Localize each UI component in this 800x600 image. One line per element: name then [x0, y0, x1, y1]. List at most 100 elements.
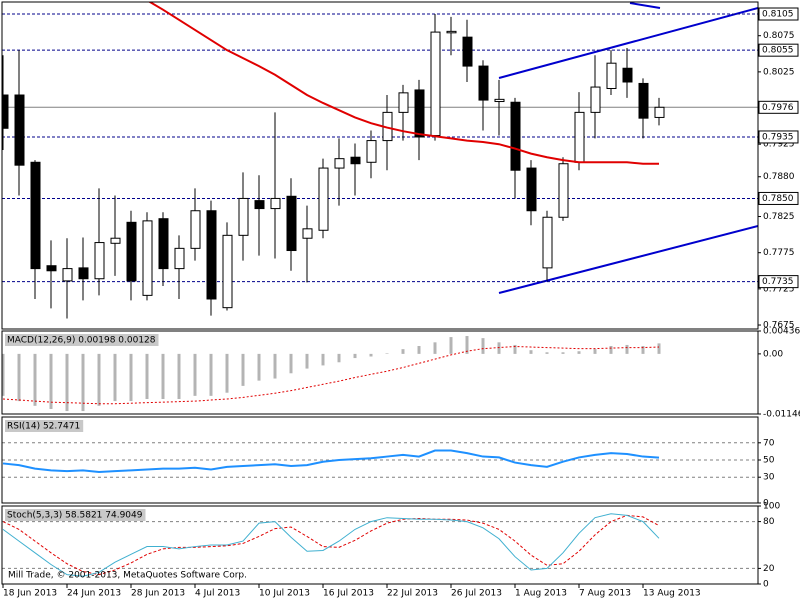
macd-bar	[49, 353, 53, 409]
macd-bar	[257, 353, 261, 381]
candle-body	[126, 221, 137, 282]
candle-body	[142, 220, 153, 296]
macd-bar	[353, 353, 357, 359]
candle-body	[462, 36, 473, 67]
macd-bar	[401, 349, 405, 354]
y-tick-label: 70	[763, 438, 775, 448]
panel-title-bg	[5, 334, 159, 346]
x-tick-label: 22 Jul 2013	[387, 589, 438, 599]
y-tick-label: 0.7925	[763, 140, 795, 150]
signal-line	[2, 514, 660, 576]
candle-body	[606, 62, 617, 90]
macd-bar	[449, 337, 453, 354]
macd-bar	[97, 353, 101, 406]
candle-body	[110, 237, 121, 244]
candle-body	[62, 268, 73, 282]
panel-title-bg	[5, 509, 146, 521]
macd-bar	[81, 353, 85, 412]
y-tick-label: 0	[763, 499, 769, 509]
macd-bar	[625, 344, 629, 354]
level-label-box	[758, 130, 799, 144]
trend-line	[498, 7, 758, 79]
y-tick-label: 0.7825	[763, 212, 795, 222]
macd-bar	[161, 353, 165, 399]
candle-body	[590, 86, 601, 113]
macd-bar	[609, 346, 613, 354]
candle-body	[14, 94, 25, 166]
macd-bar	[33, 353, 37, 406]
candle-body	[94, 242, 105, 280]
macd-bar	[481, 338, 485, 354]
trend-line	[629, 2, 661, 9]
y-tick-label: 0.7725	[763, 284, 795, 294]
macd-bar	[337, 353, 341, 363]
signal-line	[2, 346, 660, 405]
level-label-box	[758, 275, 799, 289]
candle-body	[2, 94, 9, 129]
panel-title: RSI(14) 52.7471	[7, 422, 80, 432]
macd-bar	[225, 353, 229, 393]
candle-body	[526, 167, 537, 212]
macd-bar	[193, 353, 197, 396]
panel	[1, 336, 661, 412]
x-tick-label: 28 Jun 2013	[131, 589, 185, 599]
panel-title-bg	[5, 420, 84, 432]
y-tick-label: 0.00436	[763, 327, 800, 337]
y-tick-label: 80	[763, 517, 775, 527]
y-tick-label: -0.01146	[763, 410, 800, 420]
panel	[2, 2, 758, 319]
y-tick-label: 20	[763, 564, 775, 574]
candle-body	[222, 234, 233, 309]
candle-body	[542, 216, 553, 269]
level-label-box	[758, 191, 799, 205]
y-tick-label: 0.7880	[763, 172, 795, 182]
macd-bar	[385, 353, 389, 354]
indicator-line	[2, 449, 660, 474]
candle-body	[638, 82, 649, 119]
candle-body	[510, 101, 521, 171]
candle-body	[238, 197, 249, 236]
macd-bar	[433, 342, 437, 354]
macd-bar	[529, 350, 533, 354]
macd-bar	[513, 344, 517, 354]
macd-bar	[145, 353, 149, 399]
level-label: 0.8055	[762, 46, 794, 56]
candle-body	[158, 218, 169, 270]
macd-bar	[657, 343, 661, 354]
level-label-box	[758, 43, 799, 57]
macd-bar	[321, 353, 325, 366]
x-tick-label: 13 Aug 2013	[643, 589, 701, 599]
macd-bar	[545, 352, 549, 354]
x-tick-label: 24 Jun 2013	[67, 589, 121, 599]
indicator-line	[2, 513, 660, 577]
y-tick-label: 100	[763, 502, 780, 512]
level-label: 0.7735	[762, 277, 794, 287]
macd-bar	[209, 353, 213, 396]
candle-body	[190, 210, 201, 249]
candle-body	[254, 200, 265, 210]
macd-bar	[129, 353, 133, 402]
macd-bar	[369, 353, 373, 357]
panel	[2, 513, 758, 577]
candle-body	[494, 98, 505, 103]
x-tick-label: 7 Aug 2013	[579, 589, 631, 599]
x-tick-label: 16 Jul 2013	[323, 589, 374, 599]
y-tick-label: 0.00	[763, 349, 783, 359]
y-tick-label: 0.8025	[763, 67, 795, 77]
moving-average	[147, 2, 659, 165]
macd-bar	[417, 346, 421, 354]
x-tick-label: 4 Jul 2013	[195, 589, 240, 599]
candle-body	[574, 111, 585, 163]
y-tick-label: 30	[763, 473, 775, 483]
candle-body	[302, 228, 313, 239]
panel-frame	[1, 1, 759, 330]
macd-bar	[497, 342, 501, 354]
candle-body	[78, 267, 89, 280]
panel-title: Stoch(5,3,3) 58.5821 74.9049	[7, 511, 143, 521]
current-price-box	[758, 100, 799, 114]
y-tick-label: 0	[763, 580, 769, 590]
y-tick-label: 0.8075	[763, 31, 795, 41]
y-tick-label: 0.7675	[763, 321, 795, 331]
macd-bar	[305, 353, 309, 369]
